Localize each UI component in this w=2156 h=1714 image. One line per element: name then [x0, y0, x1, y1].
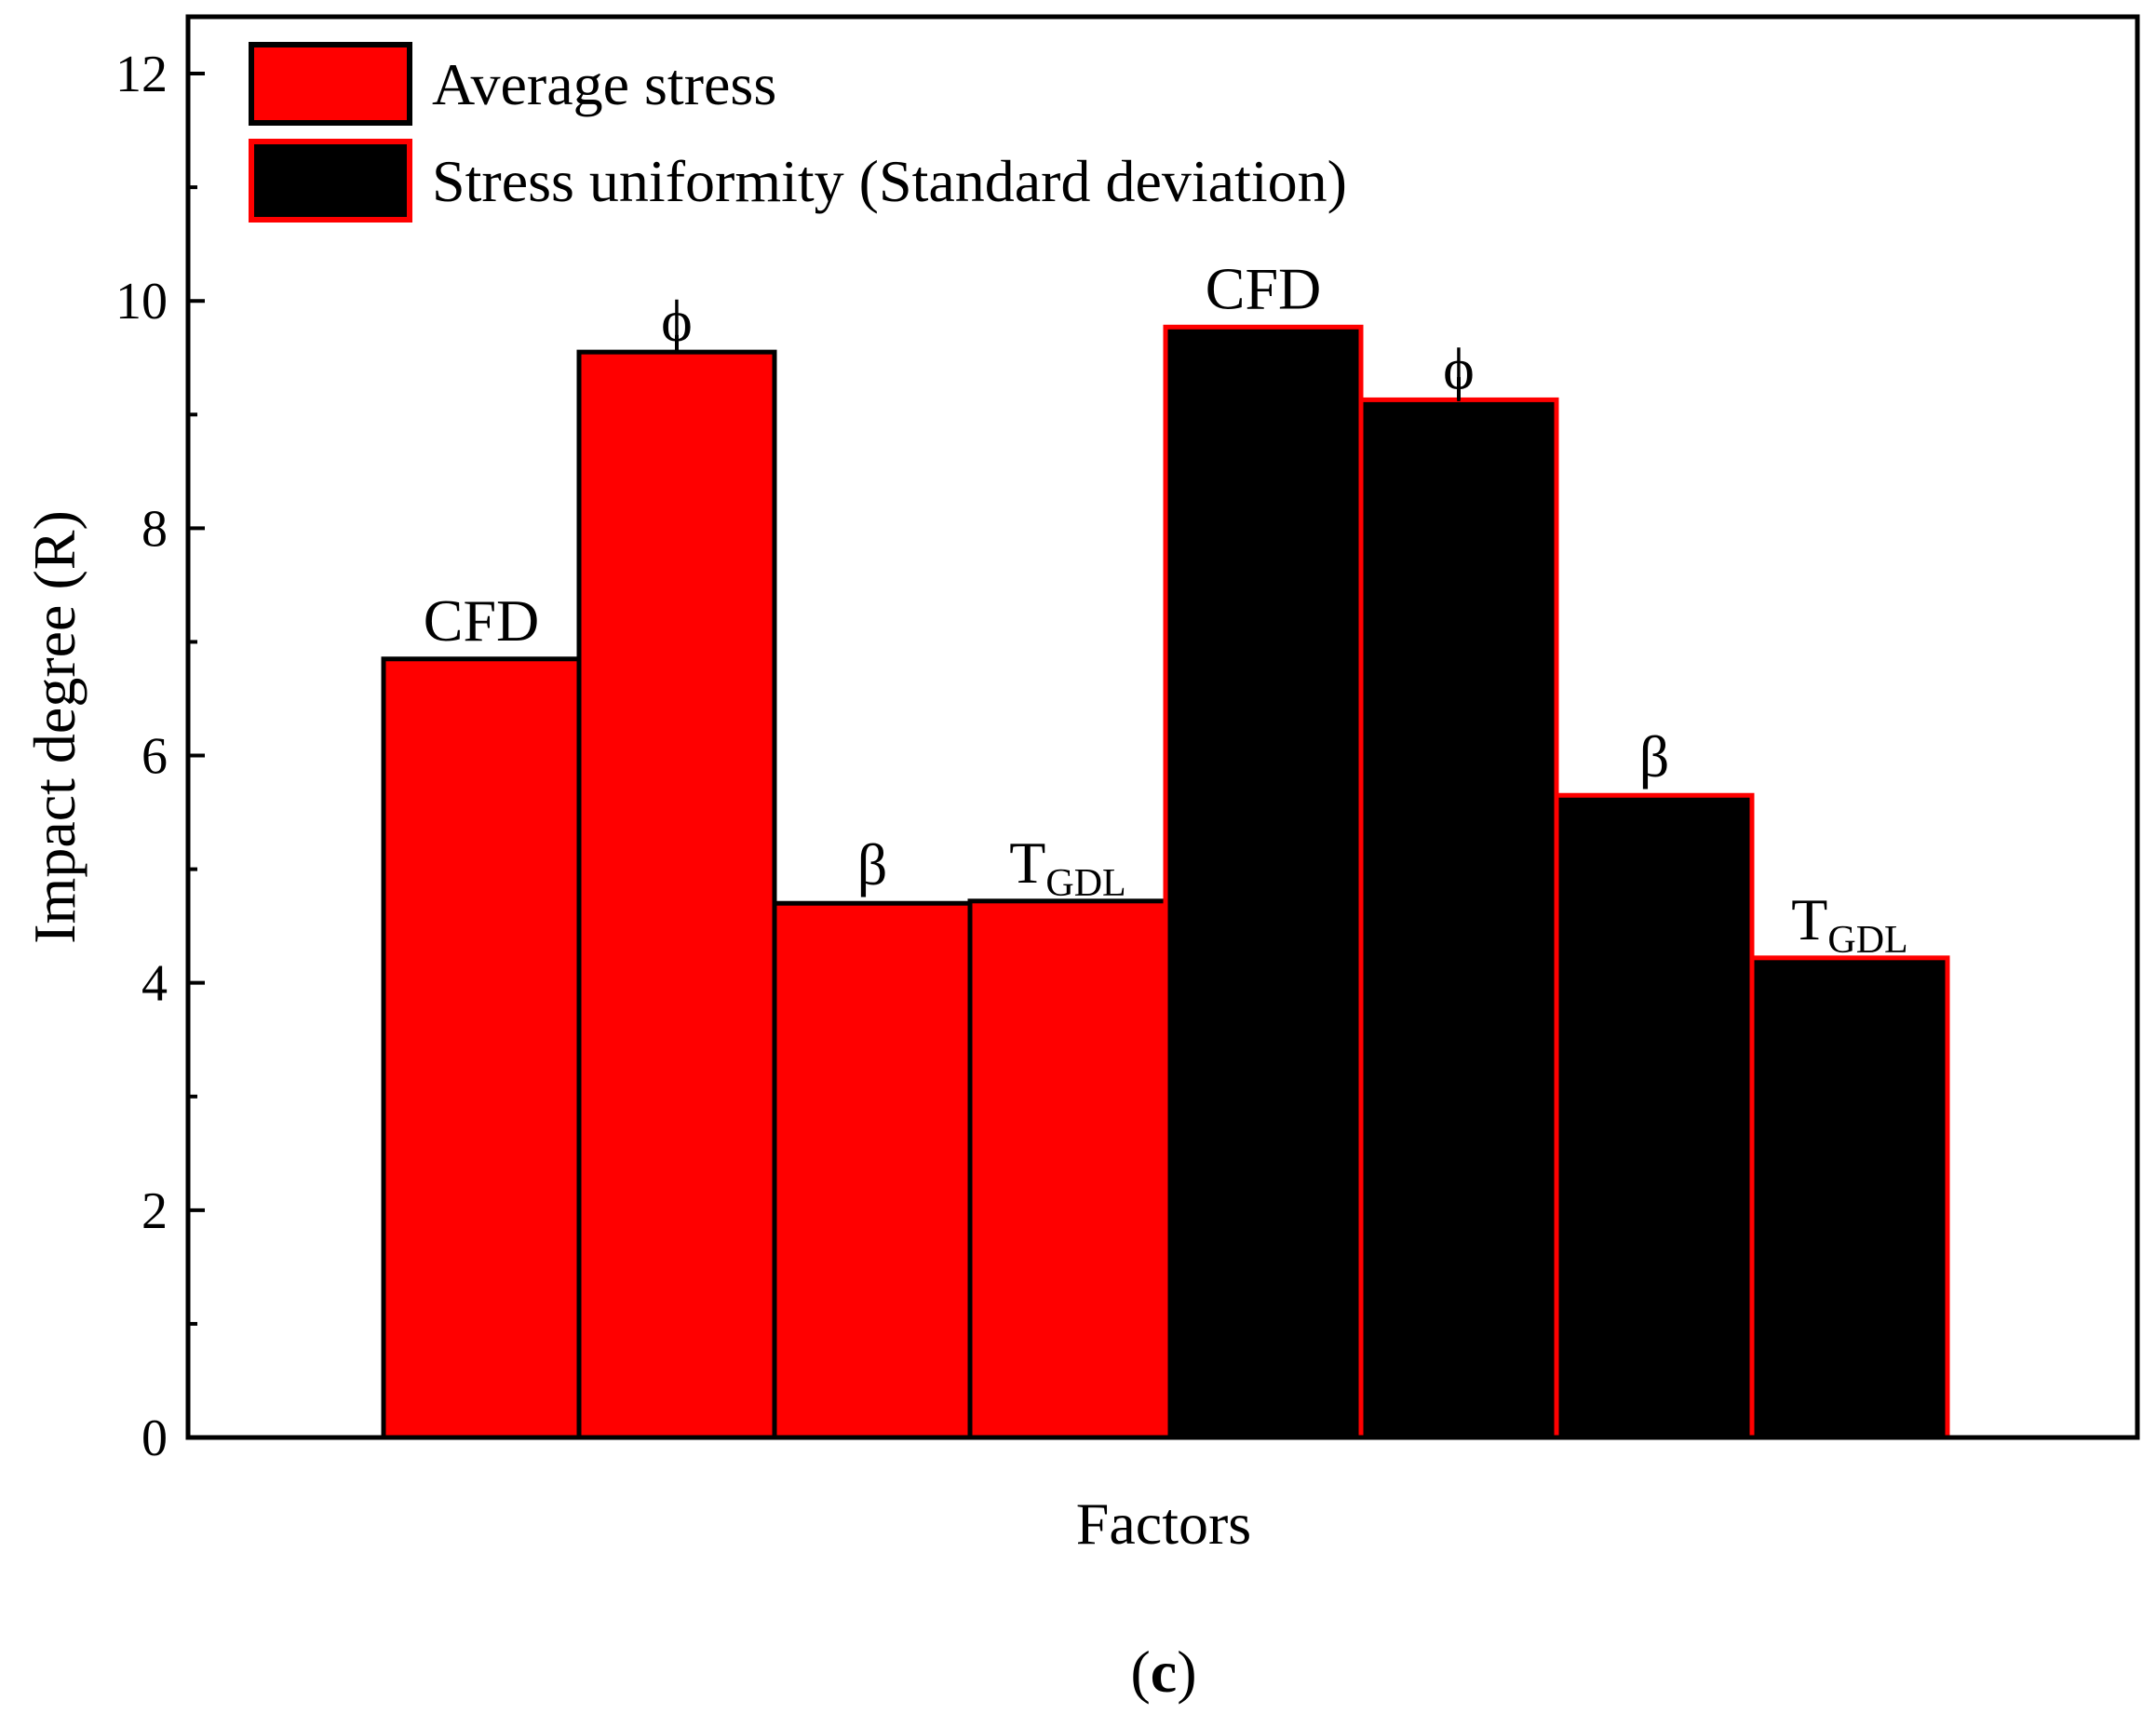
bar-label: ϕ [661, 288, 693, 354]
panel-label-open: ( [1130, 1639, 1150, 1705]
plot-frame [185, 14, 2140, 1440]
x-axis-title: Factors [1076, 1491, 1251, 1557]
panel-label-letter: c [1151, 1639, 1177, 1705]
legend-swatch-1 [249, 42, 412, 126]
bar-label: CFD [1206, 255, 1322, 321]
y-tick-label: 8 [141, 500, 168, 558]
bar [576, 349, 777, 1440]
y-tick-label: 12 [115, 46, 168, 103]
bar-label: TGDL [1791, 886, 1907, 962]
y-tick-label: 0 [141, 1410, 168, 1467]
legend-swatch-2 [249, 139, 412, 223]
y-tick-label: 6 [141, 728, 168, 786]
bar [967, 898, 1168, 1440]
bar [1554, 792, 1755, 1440]
bar [1358, 397, 1559, 1440]
legend-label-1: Average stress [432, 51, 776, 117]
bar-label: β [857, 831, 888, 897]
bar-label: ϕ [1443, 335, 1475, 401]
panel-label-close: ) [1177, 1639, 1196, 1705]
y-tick-label: 2 [141, 1182, 168, 1240]
bar-label: TGDL [1009, 830, 1125, 905]
legend-label-2: Stress uniformity (Standard deviation) [432, 148, 1347, 214]
bar-label: β [1639, 723, 1670, 790]
bar [1163, 324, 1364, 1440]
bar [1749, 955, 1950, 1440]
panel-label: (c) [1130, 1639, 1196, 1705]
bars-layer: CFD ϕ β TGDL CFD ϕ β TGDL [381, 255, 1950, 1440]
y-tick-label: 4 [141, 955, 168, 1013]
y-tick-label: 10 [115, 273, 168, 331]
y-axis: 0 2 4 6 8 10 12 [115, 46, 205, 1467]
bar-label: CFD [424, 587, 540, 654]
y-axis-title: Impact degree (R) [21, 510, 88, 944]
bar [381, 656, 582, 1440]
legend: Average stress Stress uniformity (Standar… [249, 42, 1347, 223]
bar [772, 900, 973, 1440]
